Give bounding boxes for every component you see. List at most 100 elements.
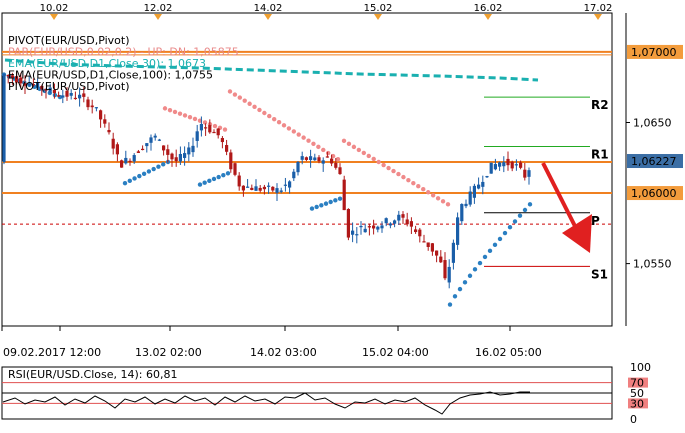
candle-body: [40, 85, 44, 90]
price-tick-label: 1,0650: [633, 116, 672, 129]
candle-body: [27, 83, 31, 86]
indicator-label: PIVOT(EUR/USD,Pivot): [8, 80, 130, 93]
candle-body: [292, 171, 296, 179]
sar-dot: [197, 182, 203, 187]
candle-body: [2, 73, 6, 163]
sar-dot: [381, 162, 386, 168]
sar-dot: [262, 110, 267, 116]
candle-body: [498, 162, 502, 167]
sar-dot: [522, 207, 528, 213]
sar-dot: [386, 165, 391, 171]
date-marker: [374, 14, 382, 20]
sar-dot: [247, 101, 252, 106]
top-date-label: 17.02: [584, 3, 613, 14]
rsi-scale-box: [628, 414, 648, 424]
candle-body: [426, 242, 430, 247]
sar-dot: [335, 156, 341, 162]
sar-dot: [161, 162, 166, 167]
pivot-label: R1: [591, 147, 609, 161]
sar-dot: [232, 92, 238, 97]
candle-body: [418, 229, 422, 237]
rsi-scale-box: [628, 398, 648, 409]
candle-body: [267, 185, 271, 187]
candle-body: [393, 220, 397, 224]
candle-body: [489, 162, 493, 174]
horizontal-levels: [2, 50, 612, 225]
candle-body: [304, 157, 308, 160]
candle-body: [443, 260, 447, 279]
sar-dot: [325, 150, 331, 156]
candle-body: [107, 129, 111, 133]
sar-dot: [435, 196, 441, 201]
top-date-label: 16.02: [474, 3, 503, 14]
candle-body: [191, 145, 195, 153]
sar-dot: [172, 109, 178, 115]
candle-body: [493, 164, 497, 170]
candle-body: [174, 157, 178, 162]
candle-body: [481, 181, 485, 187]
candle-body: [409, 221, 413, 227]
candle-body: [36, 82, 40, 88]
ema-30-line: [4, 58, 539, 82]
indicator-label: EMA(EUR/USD,D1,Close,30): 1,0673: [8, 57, 206, 70]
candle-body: [271, 186, 275, 191]
candle-body: [111, 138, 115, 149]
bottom-date-label: 15.02 04:00: [362, 346, 429, 359]
sar-dot: [371, 156, 376, 162]
sar-dot: [328, 199, 333, 205]
candle-body: [204, 127, 208, 129]
sar-dot: [323, 201, 329, 206]
candle-body: [414, 229, 418, 233]
candle-body: [241, 185, 245, 191]
rsi-scale-label: 0: [630, 413, 637, 426]
sar-dot: [301, 135, 306, 140]
candle-body: [325, 156, 329, 158]
sar-dot: [411, 180, 416, 186]
sar-dot: [276, 120, 282, 125]
candle-body: [397, 214, 401, 221]
candle-body: [472, 185, 476, 198]
candle-body: [23, 83, 27, 86]
candle-body: [48, 87, 52, 92]
candle-body: [82, 93, 86, 97]
pivot-label: P: [591, 214, 600, 228]
candle-body: [10, 75, 14, 79]
candle-body: [359, 225, 363, 228]
sar-dot: [502, 230, 508, 236]
candle-body: [372, 225, 376, 229]
sar-dot: [146, 169, 152, 174]
sar-dot: [52, 92, 58, 98]
sar-dot: [425, 190, 431, 195]
sar-dot: [212, 123, 218, 129]
candle-body: [527, 170, 531, 177]
candle-body: [229, 152, 233, 170]
sar-dot: [257, 107, 262, 113]
indicator-label: PIVOT(EUR/USD,Pivot): [8, 34, 130, 47]
candle-body: [275, 188, 279, 193]
top-date-label: 15.02: [364, 3, 393, 14]
candle-body: [510, 161, 514, 169]
sar-dot: [296, 132, 301, 137]
sar-dot: [167, 107, 173, 113]
candle-body: [187, 147, 191, 155]
candle-body: [6, 74, 10, 77]
candle-body: [199, 123, 203, 131]
candle-body: [388, 223, 392, 226]
candle-body: [506, 158, 510, 166]
rsi-scale-box: [628, 362, 648, 372]
candle-body: [195, 131, 199, 141]
price-highlight-label: 1,06227: [631, 155, 677, 168]
price-highlight-label: 1,06000: [631, 187, 677, 200]
candle-body: [162, 145, 166, 151]
sar-dot: [396, 171, 401, 177]
candle-body: [405, 219, 409, 225]
sar-dot: [141, 171, 147, 176]
forecast-arrow: [541, 162, 592, 253]
candle-body: [99, 110, 103, 120]
sar-dot: [430, 193, 436, 198]
top-date-label: 10.02: [40, 3, 69, 14]
candle-body: [380, 225, 384, 229]
sar-dot: [316, 144, 321, 150]
candle-body: [250, 187, 254, 191]
